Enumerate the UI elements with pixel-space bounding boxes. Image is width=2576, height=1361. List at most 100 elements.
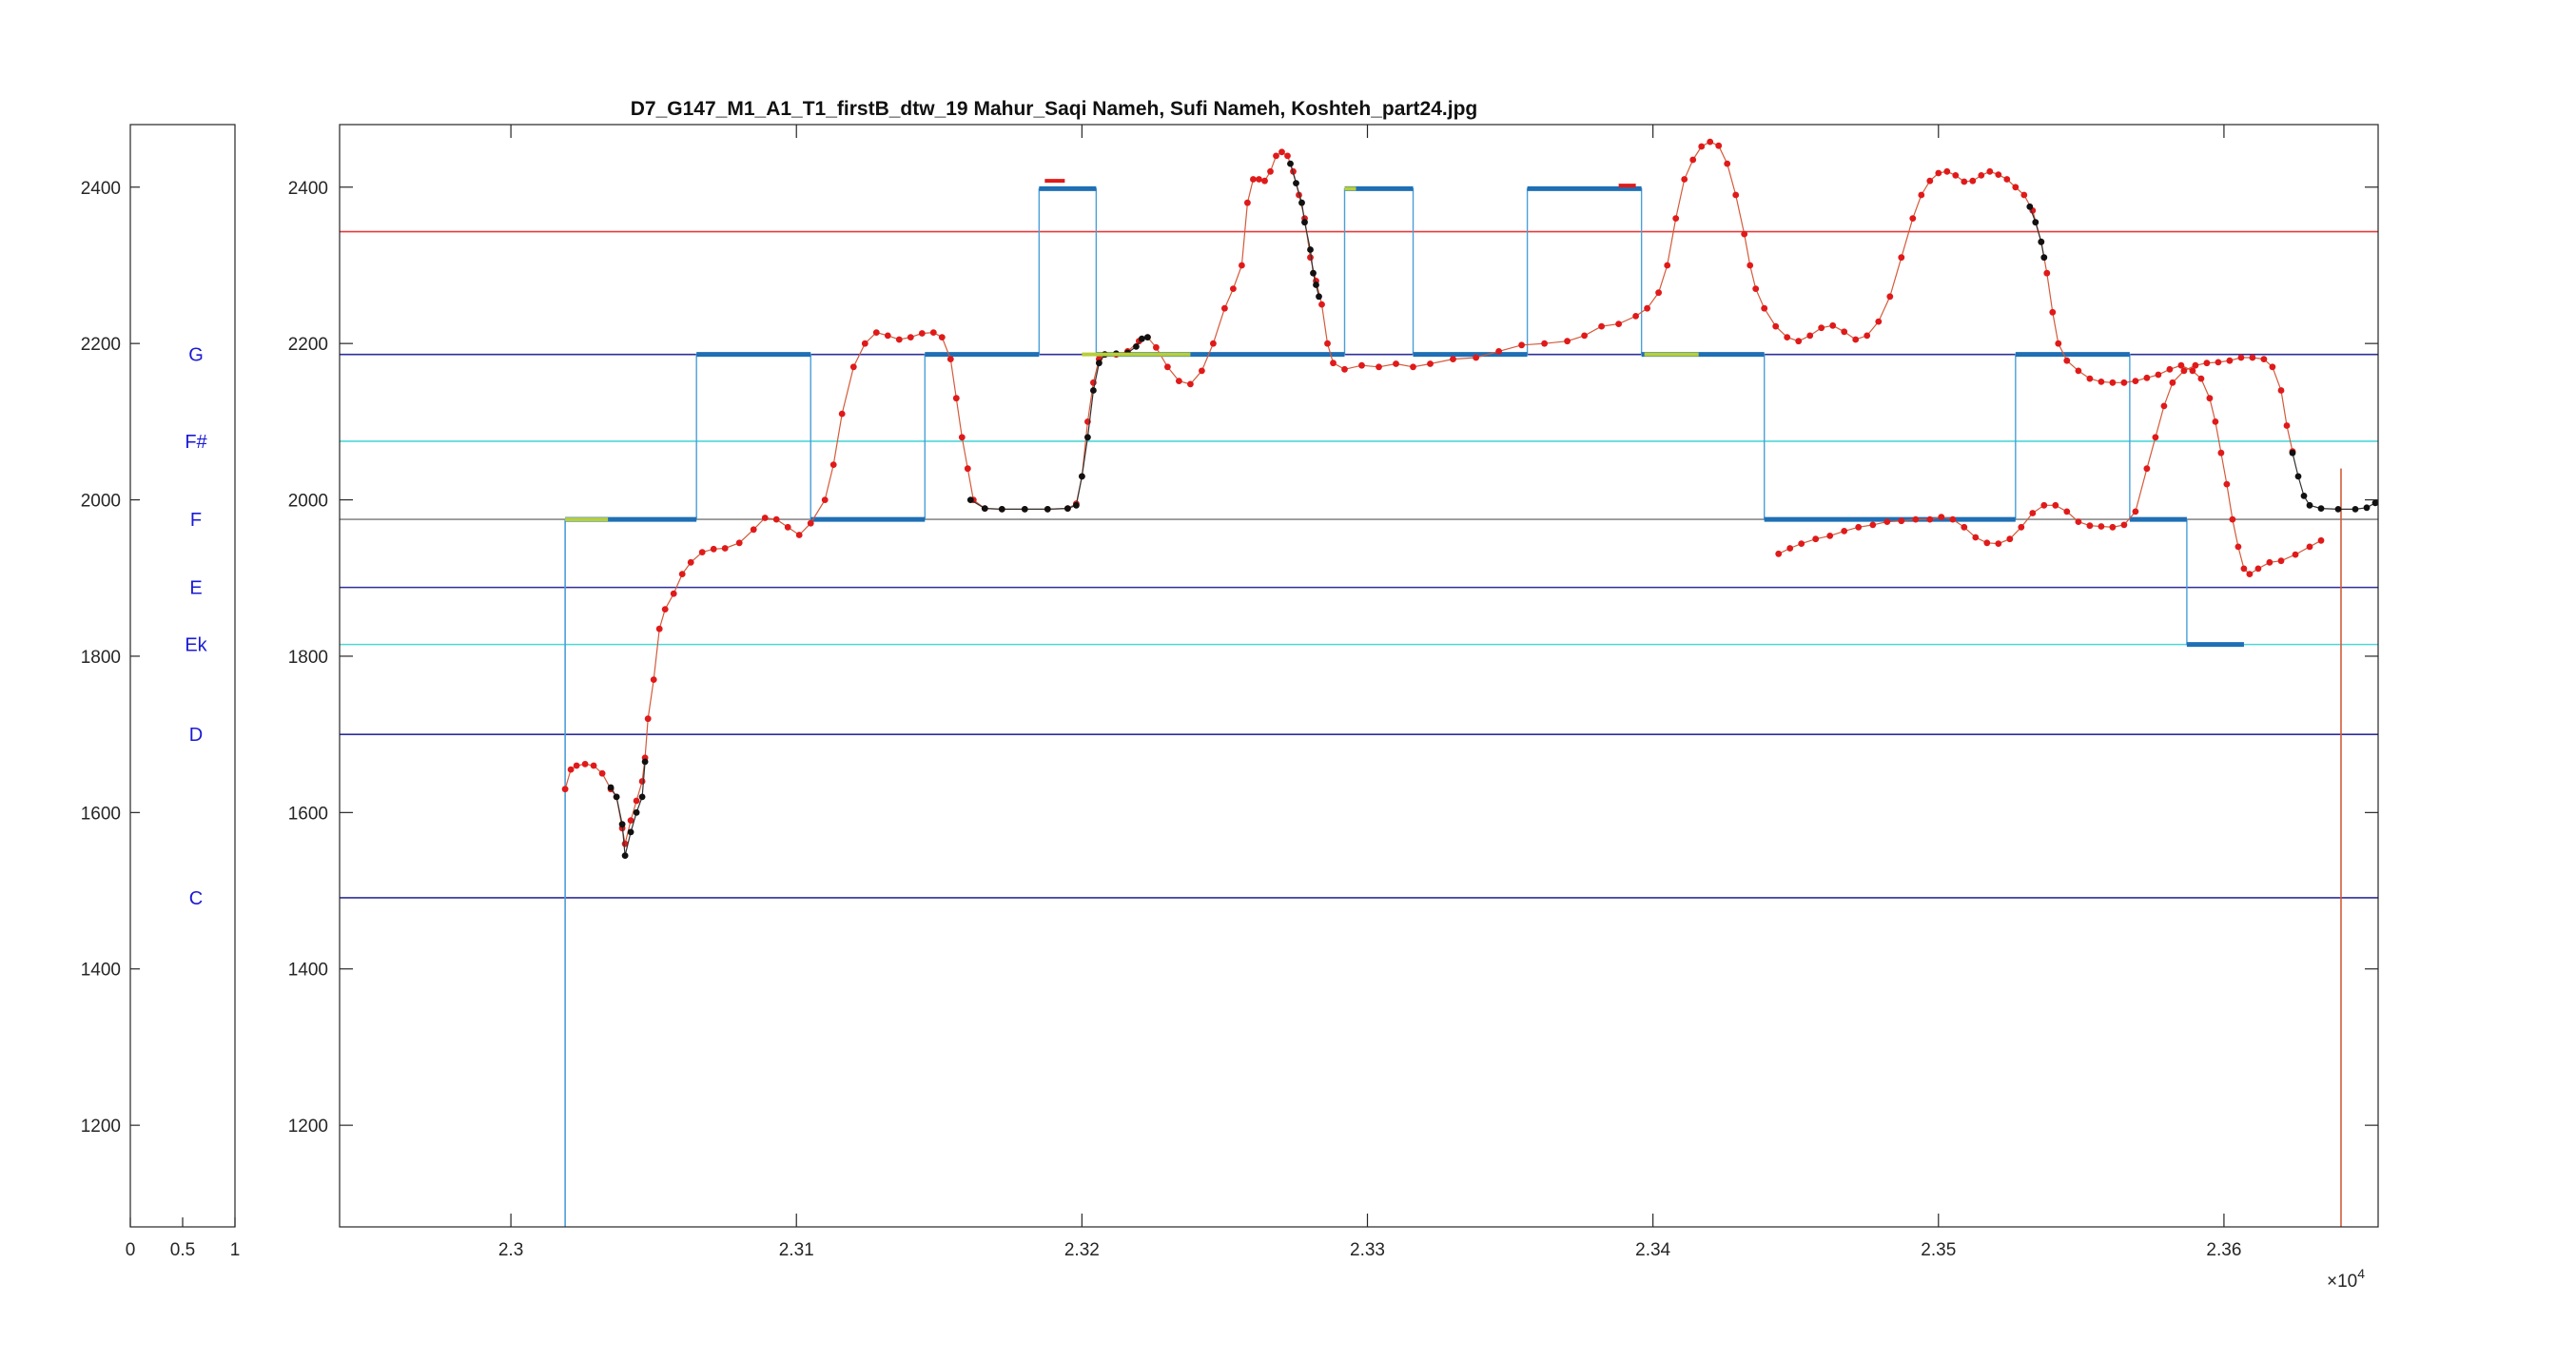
pitch-point <box>1187 380 1194 388</box>
pitch-point <box>1221 304 1228 312</box>
pitch-point <box>2049 308 2057 316</box>
pitch-point <box>1301 219 1308 226</box>
pitch-point <box>1410 363 1416 371</box>
pitch-point <box>2240 565 2248 573</box>
pitch-point <box>1210 340 1217 347</box>
pitch-point <box>1741 230 1748 238</box>
pitch-point <box>2160 402 2168 410</box>
note-label: G <box>188 345 204 366</box>
pitch-point <box>613 793 620 801</box>
quantized-steps <box>565 185 2244 648</box>
pitch-point <box>627 817 634 824</box>
pitch-point <box>567 766 575 773</box>
pitch-point <box>2026 203 2034 210</box>
pitch-point <box>1664 262 1671 269</box>
pitch-point <box>1961 178 1968 185</box>
pitch-point <box>872 329 880 336</box>
pitch-point <box>1144 334 1151 340</box>
pitch-point <box>1786 545 1794 552</box>
pitch-point <box>1564 338 1571 345</box>
pitch-point <box>952 395 960 402</box>
pitch-point <box>638 778 646 785</box>
pitch-point <box>2363 504 2371 512</box>
pitch-point <box>2237 354 2245 361</box>
pitch-point <box>1581 332 1588 340</box>
pitch-point <box>2063 357 2071 364</box>
pitch-point <box>1986 167 1994 175</box>
pitch-point <box>1518 341 1525 349</box>
note-label: F <box>190 510 202 531</box>
pitch-point <box>966 496 974 503</box>
pitch-point <box>561 786 569 793</box>
pitch-point <box>2260 356 2268 362</box>
pitch-point <box>2063 508 2071 515</box>
pitch-point <box>1230 285 1237 292</box>
pitch-point <box>2052 501 2059 509</box>
highlight-segments <box>565 179 1699 522</box>
pitch-point <box>1829 321 1837 329</box>
pitch-point <box>1806 332 1814 340</box>
pitch-point <box>2169 379 2176 386</box>
pitch-point <box>1926 515 1934 523</box>
pitch-point <box>2192 361 2199 369</box>
pitch-point <box>1855 523 1863 531</box>
pitch-point <box>784 523 791 531</box>
pitch-point <box>2086 375 2094 382</box>
pitch-point <box>1752 285 1760 292</box>
pitch-point <box>607 784 615 791</box>
pitch-point <box>1261 177 1268 185</box>
pitch-point <box>678 571 686 577</box>
pitch-point <box>698 549 706 555</box>
pitch-point <box>1096 360 1103 367</box>
pitch-point <box>2177 361 2185 369</box>
pitch-point <box>2215 359 2222 366</box>
pitch-point <box>2040 254 2048 262</box>
vertical-markers <box>564 468 2342 1227</box>
pitch-point <box>1912 515 1920 523</box>
pitch-point <box>2289 449 2296 457</box>
pitch-point <box>2075 367 2082 375</box>
main-y-tick-label: 2400 <box>288 179 328 199</box>
pitch-point <box>1316 293 1322 301</box>
pitch-point <box>1972 534 1980 541</box>
pitch-point <box>2283 422 2291 429</box>
pitch-point <box>1021 506 1028 513</box>
pitch-point <box>618 821 626 828</box>
pitch-point <box>2109 379 2117 386</box>
pitch-point <box>2006 535 2014 543</box>
pitch-point <box>2032 219 2039 226</box>
pitch-point <box>1473 354 1479 361</box>
pitch-point <box>1869 521 1877 529</box>
pitch-point <box>2292 551 2299 558</box>
pitch-point <box>2212 418 2219 425</box>
pitch-point <box>1864 332 1871 340</box>
pitch-point <box>1044 506 1051 513</box>
pitch-point <box>1273 152 1279 160</box>
note-labels: G F# F E Ek D C <box>185 345 207 909</box>
pitch-point <box>1938 514 1945 520</box>
chart-title: D7_G147_M1_A1_T1_firstB_dtw_19 Mahur_Saq… <box>631 98 1477 120</box>
pitch-point <box>1278 148 1285 156</box>
pitch-point <box>2352 506 2359 513</box>
pitch-point <box>2120 379 2128 386</box>
pitch-point <box>1875 318 1883 325</box>
pitch-point <box>638 793 646 801</box>
pitch-point <box>1176 378 1182 384</box>
pitch-point <box>2334 506 2342 513</box>
pitch-point <box>1313 282 1319 288</box>
pitch-point <box>1139 335 1145 342</box>
pitch-point <box>2003 176 2011 183</box>
pitch-point <box>1298 199 1305 206</box>
pitch-point <box>2098 379 2105 385</box>
pitch-point <box>1995 171 2002 179</box>
pitch-point <box>2189 367 2196 375</box>
pitch-point <box>655 625 663 632</box>
pitch-point <box>1689 156 1697 164</box>
pitch-point <box>633 808 640 816</box>
pitch-point <box>1541 340 1548 347</box>
main-y-tick-label: 1200 <box>288 1117 328 1137</box>
pitch-point <box>1747 262 1754 269</box>
main-plot-x-ticks: 2.3 2.31 2.32 2.33 2.34 2.35 2.36 <box>498 125 2241 1260</box>
